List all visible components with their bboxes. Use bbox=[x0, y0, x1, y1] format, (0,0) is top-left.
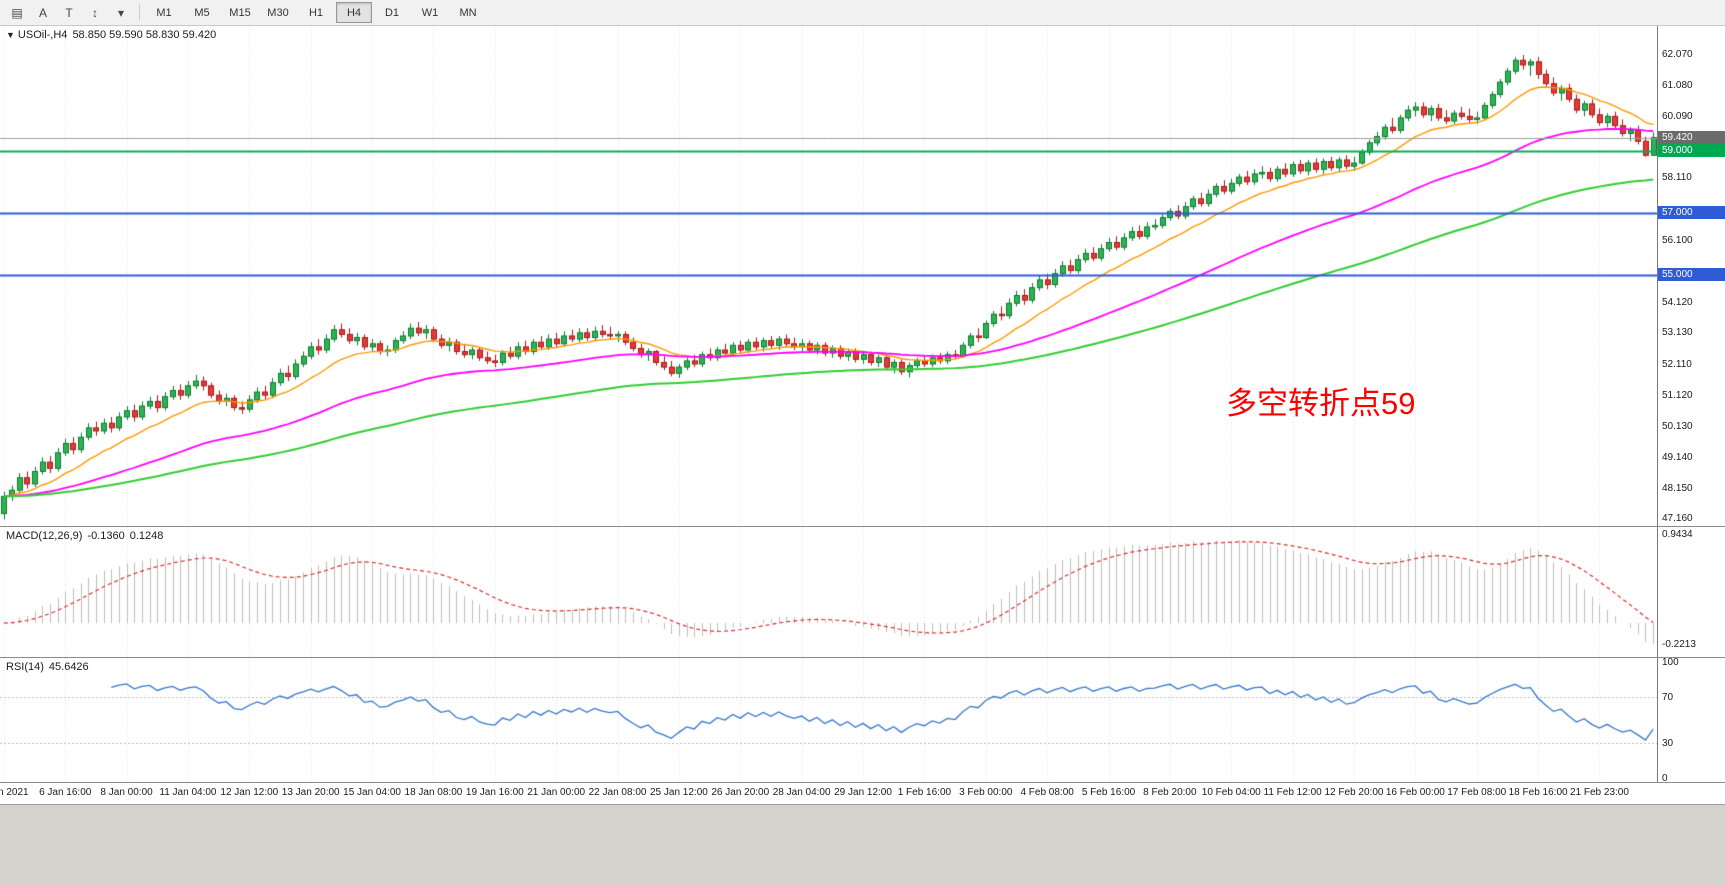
toolbar-tools: ▤ A T ↕ ▾ bbox=[4, 2, 134, 24]
annotation-text: 多空转折点59 bbox=[1226, 386, 1416, 421]
macd-canvas[interactable] bbox=[0, 527, 1657, 657]
time-axis-label: 8 Feb 20:00 bbox=[1143, 787, 1197, 798]
time-axis-label: 28 Jan 04:00 bbox=[772, 787, 831, 798]
price-tick-label: 48.150 bbox=[1662, 482, 1693, 494]
time-axis-label: 18 Feb 16:00 bbox=[1508, 787, 1568, 798]
current-price-label: 59.420 bbox=[1658, 130, 1725, 144]
time-axis-label: 17 Feb 08:00 bbox=[1447, 787, 1507, 798]
time-axis-label: 12 Jan 12:00 bbox=[220, 787, 279, 798]
time-axis-label: 22 Jan 08:00 bbox=[588, 787, 647, 798]
timeframe-button-m1[interactable]: M1 bbox=[156, 6, 172, 19]
rsi-header: RSI(14) 45.6426 bbox=[6, 661, 94, 673]
macd-axis[interactable]: 0.9434 -0.2213 bbox=[1657, 527, 1725, 657]
price-tick-label: 58.110 bbox=[1662, 172, 1692, 184]
rsi-value: 45.6426 bbox=[48, 661, 89, 673]
time-axis-label: 11 Jan 04:00 bbox=[159, 787, 217, 798]
rsi-canvas[interactable] bbox=[0, 658, 1657, 782]
time-axis-label: 29 Jan 12:00 bbox=[834, 787, 892, 798]
time-axis-label: 18 Jan 08:00 bbox=[404, 787, 463, 798]
price-chart-panel: ▼ USOil-,H4 58.850 59.590 58.830 59.420 多空… bbox=[0, 26, 1725, 526]
timeframe-button-mn[interactable]: MN bbox=[459, 6, 477, 19]
chart-header: ▼ USOil-,H4 58.850 59.590 58.830 59.420 bbox=[6, 29, 221, 41]
time-axis-label: 11 Feb 12:00 bbox=[1263, 787, 1322, 798]
time-axis-label: 19 Jan 16:00 bbox=[465, 787, 524, 798]
price-tick-label: 54.120 bbox=[1662, 296, 1693, 308]
time-axis-label: 3 Feb 00:00 bbox=[959, 787, 1013, 798]
macd-main-value: -0.1360 bbox=[87, 530, 125, 542]
rsi-panel: RSI(14) 45.6426 100 70 30 0 bbox=[0, 657, 1725, 784]
price-tick-label: 50.130 bbox=[1662, 420, 1693, 432]
charts-grid-icon[interactable]: ▤ bbox=[11, 5, 23, 20]
time-axis-label: 8 Jan 00:00 bbox=[100, 787, 153, 798]
text-tool-icon[interactable]: T bbox=[65, 5, 73, 20]
rsi-axis[interactable]: 100 70 30 0 bbox=[1657, 657, 1725, 784]
macd-panel: MACD(12,26,9) -0.1360 0.1248 0.9434 -0.2213 bbox=[0, 526, 1725, 657]
time-axis-label: 4 Feb 08:00 bbox=[1020, 787, 1074, 798]
price-tick-label: 61.080 bbox=[1662, 79, 1693, 91]
rsi-tick-label: 70 bbox=[1662, 691, 1674, 703]
time-axis-label: 10 Feb 04:00 bbox=[1201, 787, 1261, 798]
toolbar: ▤ A T ↕ ▾ M1 M5 M15 M30 H1 H4 D1 W1 MN bbox=[0, 0, 1725, 26]
time-axis-label: 21 Feb 23:00 bbox=[1569, 787, 1629, 798]
price-tick-label: 47.160 bbox=[1662, 513, 1693, 525]
ohlc-values: 58.850 59.590 58.830 59.420 bbox=[72, 29, 217, 41]
timeframe-button-d1[interactable]: D1 bbox=[384, 6, 400, 19]
macd-header: MACD(12,26,9) -0.1360 0.1248 bbox=[6, 530, 168, 542]
rsi-tick-label: 30 bbox=[1662, 738, 1674, 750]
level-55-price-label: 55.000 bbox=[1658, 268, 1725, 282]
price-axis[interactable]: 62.070 61.080 60.090 58.110 56.100 54.120 53.1… bbox=[1657, 26, 1725, 526]
price-tick-label: 60.090 bbox=[1662, 110, 1693, 122]
timeframe-button-m15[interactable]: M15 bbox=[229, 6, 251, 19]
macd-signal-value: 0.1248 bbox=[129, 530, 164, 542]
symbol-timeframe-label: USOil-,H4 bbox=[17, 29, 68, 41]
timeframe-button-m30[interactable]: M30 bbox=[267, 6, 289, 19]
macd-tick-label: -0.2213 bbox=[1662, 638, 1696, 650]
timeframe-button-h1[interactable]: H1 bbox=[308, 6, 324, 19]
rsi-tick-label: 100 bbox=[1662, 657, 1679, 668]
templates-tool-icon[interactable]: ↕ bbox=[92, 5, 98, 20]
time-axis-label: 5 Feb 16:00 bbox=[1081, 787, 1136, 798]
dropdown-caret-icon[interactable]: ▾ bbox=[117, 5, 125, 20]
price-tick-label: 53.130 bbox=[1662, 327, 1693, 339]
time-axis-label: 6 Jan 16:00 bbox=[39, 787, 92, 798]
time-axis-label: 25 Jan 12:00 bbox=[649, 787, 708, 798]
rsi-label: RSI(14) bbox=[6, 661, 44, 673]
time-axis[interactable]: 5 Jan 2021 6 Jan 16:00 8 Jan 00:00 11 Jan 0… bbox=[0, 782, 1725, 804]
toolbar-separator bbox=[139, 4, 140, 21]
window-background bbox=[0, 804, 1725, 886]
price-tick-label: 62.070 bbox=[1662, 48, 1693, 60]
time-axis-label: 1 Feb 16:00 bbox=[897, 787, 952, 798]
time-axis-label: 12 Feb 20:00 bbox=[1324, 787, 1384, 798]
price-tick-label: 52.110 bbox=[1662, 359, 1692, 371]
time-axis-label: 13 Jan 20:00 bbox=[281, 787, 340, 798]
cursor-tool-icon[interactable]: A bbox=[38, 5, 47, 20]
timeframe-toolbar: M1 M5 M15 M30 H1 H4 D1 W1 MN bbox=[145, 2, 487, 23]
price-tick-label: 49.140 bbox=[1662, 451, 1693, 463]
rsi-tick-label: 0 bbox=[1662, 773, 1668, 784]
timeframe-button-m5[interactable]: M5 bbox=[194, 6, 210, 19]
price-tick-label: 56.100 bbox=[1662, 234, 1693, 246]
timeframe-button-h4[interactable]: H4 bbox=[336, 2, 372, 23]
macd-label: MACD(12,26,9) bbox=[6, 530, 83, 542]
level-57-price-label: 57.000 bbox=[1658, 205, 1725, 219]
time-axis-label: 21 Jan 00:00 bbox=[527, 787, 586, 798]
price-tick-label: 51.120 bbox=[1662, 390, 1693, 402]
level-59-price-label: 59.000 bbox=[1658, 143, 1725, 157]
time-axis-label: 16 Feb 00:00 bbox=[1385, 787, 1445, 798]
chart-collapse-icon[interactable]: ▼ bbox=[6, 30, 15, 40]
price-chart-canvas[interactable] bbox=[0, 26, 1657, 526]
time-axis-label: 5 Jan 2021 bbox=[0, 787, 29, 798]
macd-tick-label: 0.9434 bbox=[1662, 529, 1693, 541]
timeframe-button-w1[interactable]: W1 bbox=[421, 6, 439, 19]
time-axis-label: 26 Jan 20:00 bbox=[711, 787, 770, 798]
time-axis-label: 15 Jan 04:00 bbox=[343, 787, 401, 798]
